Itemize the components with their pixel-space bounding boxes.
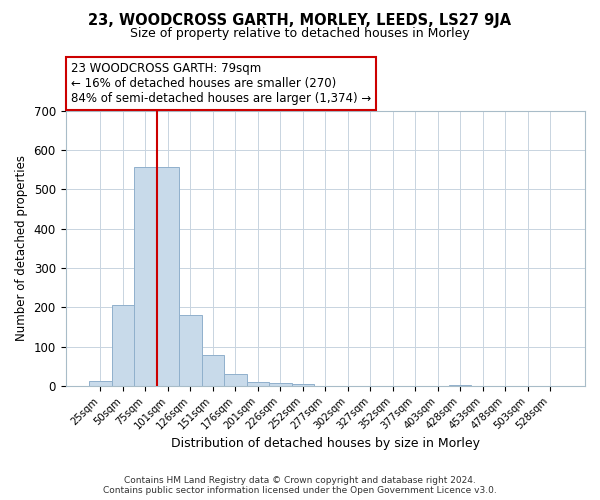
Text: Size of property relative to detached houses in Morley: Size of property relative to detached ho…: [130, 28, 470, 40]
Bar: [449, 385, 472, 386]
Y-axis label: Number of detached properties: Number of detached properties: [15, 156, 28, 342]
Bar: [157, 168, 179, 386]
Bar: [112, 306, 134, 386]
Text: 23 WOODCROSS GARTH: 79sqm
← 16% of detached houses are smaller (270)
84% of semi: 23 WOODCROSS GARTH: 79sqm ← 16% of detac…: [71, 62, 371, 105]
Bar: [202, 356, 224, 386]
Bar: [269, 383, 292, 386]
Bar: [247, 382, 269, 386]
Bar: [89, 381, 112, 386]
Bar: [292, 384, 314, 386]
Bar: [134, 168, 157, 386]
Bar: [224, 374, 247, 386]
X-axis label: Distribution of detached houses by size in Morley: Distribution of detached houses by size …: [171, 437, 480, 450]
Text: Contains HM Land Registry data © Crown copyright and database right 2024.
Contai: Contains HM Land Registry data © Crown c…: [103, 476, 497, 495]
Text: 23, WOODCROSS GARTH, MORLEY, LEEDS, LS27 9JA: 23, WOODCROSS GARTH, MORLEY, LEEDS, LS27…: [88, 12, 512, 28]
Bar: [179, 316, 202, 386]
